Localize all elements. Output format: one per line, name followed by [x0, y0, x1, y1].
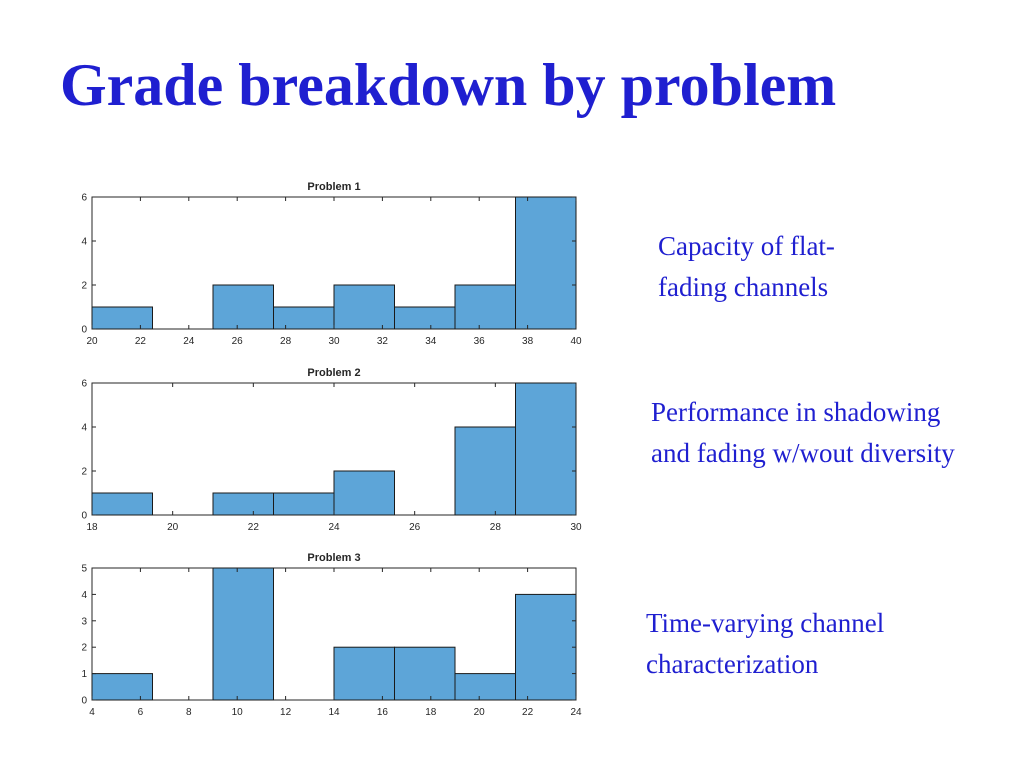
x-tick-label: 36 [474, 336, 486, 347]
y-tick-label: 5 [81, 564, 87, 575]
y-tick-label: 4 [81, 590, 87, 601]
x-tick-label: 34 [425, 336, 437, 347]
caption-problem-2: Performance in shadowing and fading w/wo… [651, 397, 955, 468]
y-tick-label: 6 [81, 379, 87, 390]
histogram-bar [394, 646, 456, 701]
histogram-bar [394, 306, 456, 330]
y-tick-label: 0 [81, 325, 87, 336]
x-tick-label: 14 [328, 707, 340, 718]
x-tick-label: 30 [328, 336, 340, 347]
y-tick-label: 2 [81, 643, 87, 654]
x-tick-label: 10 [232, 707, 244, 718]
histogram-bar [212, 284, 274, 330]
histogram-bar [212, 567, 274, 701]
x-tick-label: 16 [377, 707, 389, 718]
histogram-bar [91, 492, 153, 516]
y-tick-label: 6 [81, 193, 87, 204]
x-tick-label: 24 [328, 522, 340, 533]
histogram-bar [454, 673, 516, 701]
x-tick-label: 22 [248, 522, 260, 533]
slide-title: Grade breakdown by problem [60, 52, 837, 118]
histogram-bar [515, 196, 577, 330]
y-tick-label: 4 [81, 237, 87, 248]
x-tick-label: 4 [89, 707, 95, 718]
y-tick-label: 2 [81, 467, 87, 478]
y-tick-label: 4 [81, 423, 87, 434]
x-tick-label: 20 [86, 336, 98, 347]
histogram-bar [273, 306, 335, 330]
x-tick-label: 20 [474, 707, 486, 718]
histogram-bar [333, 646, 395, 701]
x-tick-label: 24 [570, 707, 582, 718]
x-tick-label: 32 [377, 336, 389, 347]
x-tick-label: 38 [522, 336, 534, 347]
histogram-bar [515, 382, 577, 516]
chart-title: Problem 1 [307, 181, 360, 193]
x-tick-label: 26 [409, 522, 421, 533]
histogram-bar [273, 492, 335, 516]
x-tick-label: 28 [280, 336, 292, 347]
chart-title: Problem 2 [307, 367, 360, 379]
y-tick-label: 2 [81, 281, 87, 292]
x-tick-label: 30 [570, 522, 582, 533]
caption-problem-1: Capacity of flat-fading channels [658, 231, 835, 302]
histogram-bar [91, 673, 153, 701]
x-tick-label: 20 [167, 522, 179, 533]
x-tick-label: 18 [86, 522, 98, 533]
chart-title: Problem 3 [307, 552, 360, 564]
x-tick-label: 18 [425, 707, 437, 718]
y-tick-label: 0 [81, 511, 87, 522]
y-tick-label: 3 [81, 616, 87, 627]
histogram-bar [454, 426, 516, 516]
histogram-bar [515, 593, 577, 701]
y-tick-label: 0 [81, 696, 87, 707]
x-tick-label: 12 [280, 707, 292, 718]
x-tick-label: 6 [138, 707, 144, 718]
x-tick-label: 24 [183, 336, 195, 347]
histogram-bar [91, 306, 153, 330]
caption-problem-3: Time-varying channel characterization [646, 608, 885, 679]
y-tick-label: 1 [81, 669, 87, 680]
histogram-bar [333, 470, 395, 516]
histogram-bar [212, 492, 274, 516]
x-tick-label: 22 [135, 336, 147, 347]
x-tick-label: 40 [570, 336, 582, 347]
x-tick-label: 8 [186, 707, 192, 718]
x-tick-label: 26 [232, 336, 244, 347]
histogram-bar [333, 284, 395, 330]
x-tick-label: 28 [490, 522, 502, 533]
x-tick-label: 22 [522, 707, 534, 718]
histogram-bar [454, 284, 516, 330]
